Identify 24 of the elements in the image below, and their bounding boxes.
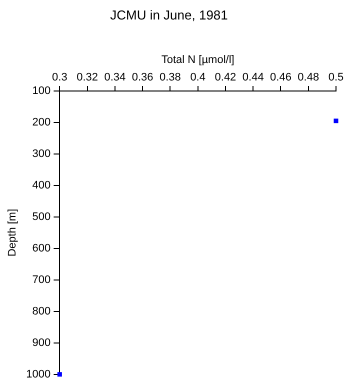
y-tick-label: 800 (32, 305, 51, 318)
x-tick-label: 0.42 (214, 71, 236, 84)
y-tick-label: 600 (32, 242, 51, 254)
y-tick-label: 700 (32, 274, 51, 286)
y-tick-label: 900 (32, 336, 51, 349)
y-tick-label: 200 (32, 116, 51, 129)
x-axis-title: Total N [µmol/l] (161, 54, 234, 66)
y-tick-label: 400 (32, 180, 51, 192)
y-tick-label: 300 (32, 148, 51, 160)
y-tick-label: 100 (32, 85, 51, 98)
x-tick-label: 0.5 (328, 71, 344, 84)
y-tick-label: 1000 (26, 368, 51, 380)
y-tick-label: 500 (32, 210, 51, 223)
x-tick-label: 0.36 (132, 71, 154, 84)
x-tick-label: 0.44 (242, 71, 264, 84)
x-tick-label: 0.46 (270, 71, 292, 84)
x-tick-label: 0.4 (190, 71, 206, 84)
x-tick-label: 0.34 (104, 71, 126, 84)
x-tick-label: 0.48 (298, 71, 320, 84)
x-tick-label: 0.38 (159, 71, 181, 84)
x-tick-label: 0.32 (76, 71, 98, 84)
y-axis-title: Depth [m] (6, 208, 19, 257)
x-tick-label: 0.3 (52, 71, 68, 84)
chart-title: JCMU in June, 1981 (110, 7, 228, 22)
